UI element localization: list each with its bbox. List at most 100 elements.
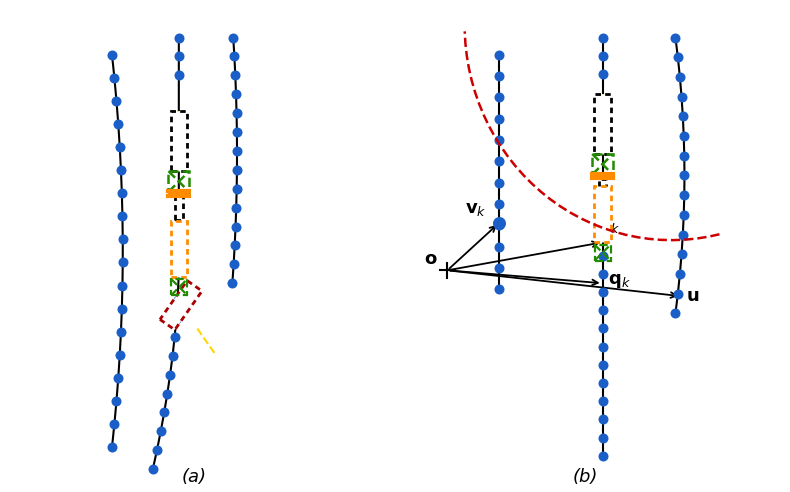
Text: $\mathbf{q}_k$: $\mathbf{q}_k$	[608, 272, 630, 290]
Point	[115, 166, 127, 174]
Point	[229, 71, 242, 79]
Point	[493, 285, 506, 293]
Point	[676, 231, 689, 239]
Point	[171, 296, 184, 304]
Point	[596, 397, 609, 405]
Point	[112, 374, 125, 382]
Point	[226, 279, 239, 287]
Point	[493, 179, 506, 186]
Point	[677, 132, 690, 140]
Bar	[592, 174, 613, 179]
Point	[678, 191, 690, 199]
Point	[493, 243, 506, 250]
Point	[596, 379, 609, 387]
Point	[110, 397, 122, 405]
Point	[114, 143, 126, 151]
Bar	[594, 93, 611, 154]
Point	[596, 361, 609, 369]
Bar	[171, 221, 187, 277]
Point	[596, 342, 609, 350]
Point	[106, 443, 118, 451]
Point	[228, 242, 241, 249]
Point	[493, 219, 506, 227]
Text: $\mathbf{u}$: $\mathbf{u}$	[687, 287, 699, 305]
Point	[230, 91, 243, 98]
Text: $\mathbf{v}_k$: $\mathbf{v}_k$	[465, 200, 487, 218]
Point	[596, 288, 609, 296]
Point	[155, 427, 167, 435]
Point	[228, 260, 240, 268]
Point	[231, 185, 243, 193]
Point	[116, 236, 129, 244]
Point	[493, 157, 506, 165]
Bar	[594, 186, 611, 242]
Point	[596, 270, 609, 278]
Point	[116, 281, 129, 289]
Point	[112, 120, 125, 128]
Point	[170, 315, 182, 323]
Point	[172, 71, 185, 79]
Text: $\mathbf{s}_k$: $\mathbf{s}_k$	[600, 216, 621, 235]
Point	[115, 189, 128, 197]
Point	[493, 51, 506, 59]
Point	[596, 70, 609, 78]
Point	[493, 115, 506, 123]
Point	[115, 305, 128, 312]
Point	[231, 147, 243, 155]
Text: (b): (b)	[573, 468, 598, 486]
Point	[168, 334, 181, 341]
Point	[493, 72, 506, 80]
Point	[677, 211, 690, 219]
Point	[229, 222, 242, 230]
Bar	[171, 111, 187, 171]
Point	[108, 420, 121, 428]
Point	[231, 128, 243, 136]
Point	[596, 452, 609, 460]
Point	[230, 109, 243, 117]
Point	[672, 53, 684, 61]
Point	[116, 258, 129, 266]
Point	[172, 33, 185, 41]
Point	[669, 33, 682, 41]
Bar	[175, 196, 182, 219]
Point	[674, 73, 687, 81]
Point	[672, 290, 684, 298]
Point	[115, 328, 127, 336]
Point	[596, 252, 609, 260]
Point	[147, 464, 160, 472]
Point	[151, 446, 164, 454]
Point	[230, 204, 243, 212]
Point	[110, 97, 122, 105]
Point	[596, 52, 609, 60]
Point	[172, 52, 185, 60]
Bar	[592, 154, 613, 175]
Point	[161, 390, 174, 398]
Point	[108, 74, 121, 82]
Point	[676, 113, 689, 121]
Point	[493, 221, 506, 229]
Point	[675, 250, 688, 258]
Point	[228, 53, 241, 61]
Point	[596, 307, 609, 314]
Point	[596, 415, 609, 423]
Point	[493, 264, 506, 272]
Point	[106, 51, 118, 59]
Point	[493, 136, 506, 144]
Point	[164, 371, 176, 379]
Point	[166, 352, 179, 360]
Point	[596, 33, 609, 41]
Point	[596, 325, 609, 333]
Bar	[595, 245, 611, 261]
Bar	[168, 171, 189, 192]
Point	[231, 166, 243, 174]
Point	[678, 172, 690, 180]
Point	[158, 408, 171, 416]
Point	[669, 309, 682, 317]
Point	[114, 351, 126, 359]
Point	[116, 213, 129, 220]
Bar	[599, 179, 607, 202]
Bar	[160, 280, 202, 330]
Point	[227, 33, 239, 41]
Point	[493, 200, 506, 208]
Text: o: o	[424, 250, 437, 268]
